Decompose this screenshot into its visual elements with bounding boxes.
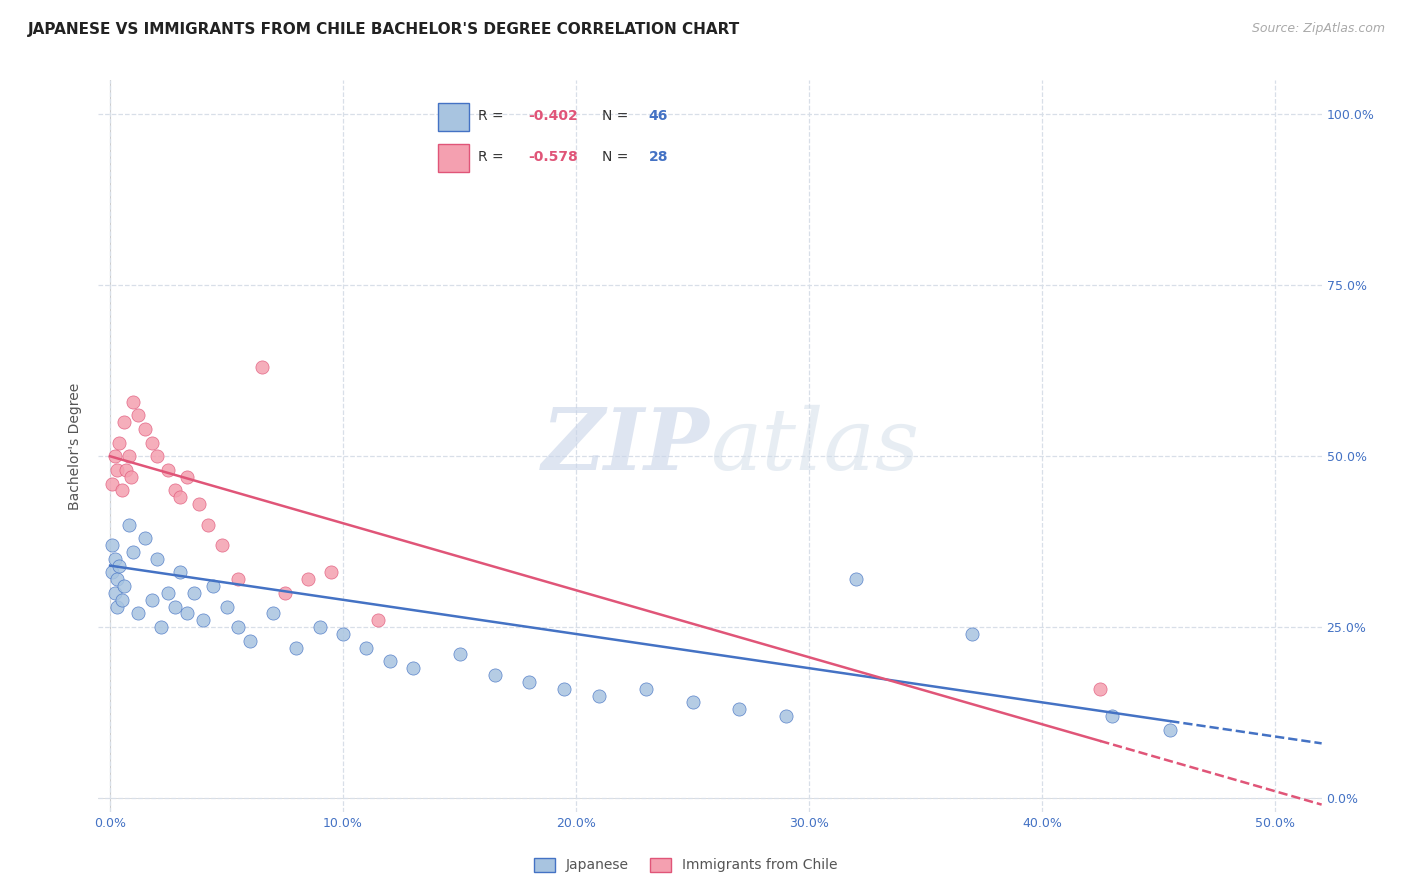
Point — [111, 483, 134, 498]
Text: 28: 28 — [648, 151, 668, 164]
Point — [101, 566, 124, 580]
Point — [1159, 723, 1181, 737]
Point — [274, 586, 297, 600]
FancyBboxPatch shape — [439, 144, 470, 172]
Text: R =: R = — [478, 151, 509, 164]
Point — [150, 620, 173, 634]
Point — [960, 627, 983, 641]
Point — [634, 681, 657, 696]
Text: 46: 46 — [648, 110, 668, 123]
Point — [108, 435, 131, 450]
Point — [141, 592, 163, 607]
Text: N =: N = — [602, 110, 633, 123]
Point — [105, 599, 128, 614]
Point — [588, 689, 610, 703]
Point — [169, 490, 191, 504]
Point — [378, 654, 401, 668]
Point — [104, 551, 127, 566]
Legend: Japanese, Immigrants from Chile: Japanese, Immigrants from Chile — [529, 852, 842, 878]
Text: -0.402: -0.402 — [527, 110, 578, 123]
Text: -0.578: -0.578 — [527, 151, 578, 164]
Point — [197, 517, 219, 532]
Point — [176, 607, 198, 621]
Point — [108, 558, 131, 573]
Point — [308, 620, 330, 634]
Point — [553, 681, 575, 696]
Point — [104, 449, 127, 463]
Point — [112, 579, 135, 593]
Point — [122, 545, 145, 559]
Point — [215, 599, 238, 614]
Point — [157, 586, 180, 600]
Text: atlas: atlas — [710, 405, 920, 487]
Y-axis label: Bachelor's Degree: Bachelor's Degree — [69, 383, 83, 509]
FancyBboxPatch shape — [439, 103, 470, 131]
Text: Source: ZipAtlas.com: Source: ZipAtlas.com — [1251, 22, 1385, 36]
Point — [367, 613, 389, 627]
Point — [127, 409, 149, 423]
Point — [193, 613, 215, 627]
Point — [169, 566, 191, 580]
Point — [449, 648, 471, 662]
Point — [134, 422, 156, 436]
Point — [105, 463, 128, 477]
Point — [321, 566, 343, 580]
Point — [226, 572, 249, 586]
Point — [332, 627, 354, 641]
Point — [262, 607, 284, 621]
Text: R =: R = — [478, 110, 509, 123]
Point — [105, 572, 128, 586]
Point — [165, 483, 187, 498]
Point — [122, 394, 145, 409]
Point — [845, 572, 868, 586]
Point — [157, 463, 180, 477]
Point — [115, 463, 138, 477]
Point — [187, 497, 209, 511]
Point — [1090, 681, 1112, 696]
Point — [127, 607, 149, 621]
Text: JAPANESE VS IMMIGRANTS FROM CHILE BACHELOR'S DEGREE CORRELATION CHART: JAPANESE VS IMMIGRANTS FROM CHILE BACHEL… — [28, 22, 741, 37]
Text: ZIP: ZIP — [543, 404, 710, 488]
Point — [118, 517, 141, 532]
Point — [183, 586, 205, 600]
Point — [101, 476, 124, 491]
Point — [104, 586, 127, 600]
Point — [402, 661, 425, 675]
Point — [101, 538, 124, 552]
Point — [775, 709, 797, 723]
Point — [1101, 709, 1123, 723]
Point — [728, 702, 751, 716]
Point — [165, 599, 187, 614]
Point — [176, 469, 198, 483]
Point — [145, 449, 167, 463]
Point — [118, 449, 141, 463]
Point — [134, 531, 156, 545]
Point — [250, 360, 273, 375]
Point — [145, 551, 167, 566]
Point — [111, 592, 134, 607]
Point — [120, 469, 142, 483]
Point — [226, 620, 249, 634]
Point — [356, 640, 378, 655]
Point — [682, 695, 704, 709]
Point — [112, 415, 135, 429]
Point — [484, 668, 506, 682]
Point — [285, 640, 308, 655]
Point — [297, 572, 319, 586]
Point — [201, 579, 224, 593]
Point — [239, 633, 262, 648]
Text: N =: N = — [602, 151, 633, 164]
Point — [519, 674, 541, 689]
Point — [211, 538, 233, 552]
Point — [141, 435, 163, 450]
